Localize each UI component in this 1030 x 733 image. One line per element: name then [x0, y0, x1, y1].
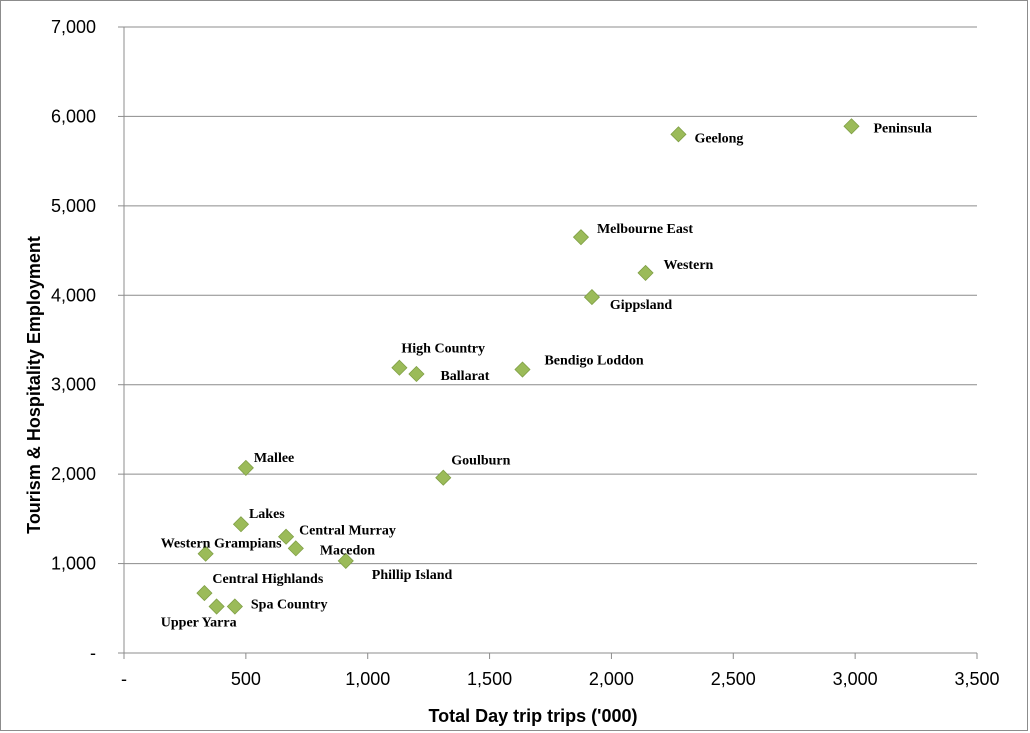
- point-labels: Peninsula Geelong Melbourne East Western Gip…: [161, 121, 932, 630]
- data-point-label: Mallee: [254, 451, 294, 466]
- data-point-marker: [237, 459, 254, 476]
- data-point-marker: [670, 126, 687, 143]
- y-tick-label: 2,000: [51, 464, 96, 484]
- data-point-marker: [337, 552, 354, 569]
- data-point-label: Melbourne East: [597, 222, 693, 237]
- data-points: [196, 118, 860, 615]
- data-point-marker: [514, 361, 531, 378]
- data-point-label: Western: [664, 258, 714, 273]
- data-point-label: Spa Country: [251, 597, 328, 612]
- y-tick-label: 3,000: [51, 375, 96, 395]
- data-point-label: Macedon: [320, 543, 375, 558]
- grid-lines: [124, 26, 977, 565]
- data-point-label: Gippsland: [610, 298, 672, 313]
- data-point-label: Upper Yarra: [161, 615, 237, 630]
- data-point-label: Central Highlands: [212, 572, 323, 587]
- x-tick-label: 500: [231, 669, 261, 689]
- data-point-label: Peninsula: [873, 121, 931, 136]
- y-tick-labels: - 1,000 2,000 3,000 4,000 5,000 6,000 7,000: [51, 17, 96, 663]
- x-tick-label: 1,500: [467, 669, 512, 689]
- data-point-label: Ballarat: [440, 369, 489, 384]
- data-point-marker: [208, 598, 225, 615]
- data-point-marker: [572, 229, 590, 246]
- y-tick-label: 1,000: [51, 554, 96, 574]
- y-axis-title: Tourism & Hospitality Employment: [24, 236, 44, 534]
- x-tick-label: 2,500: [711, 669, 756, 689]
- x-tick-label: 3,000: [833, 669, 878, 689]
- data-point-marker: [637, 264, 654, 281]
- data-point-label: Geelong: [694, 131, 743, 146]
- data-point-marker: [583, 289, 600, 306]
- x-tick-label: 2,000: [589, 669, 634, 689]
- data-point-marker: [843, 118, 860, 135]
- data-point-label: Phillip Island: [372, 568, 453, 583]
- data-point-label: Lakes: [249, 507, 285, 522]
- y-tick-label: 4,000: [51, 285, 96, 305]
- data-point-marker: [232, 516, 250, 533]
- data-point-marker: [278, 528, 295, 545]
- y-tick-label: 5,000: [51, 196, 96, 216]
- data-point-label: Western Grampians: [161, 537, 282, 552]
- data-point-label: High Country: [401, 342, 485, 357]
- x-tick-label: 3,500: [954, 669, 999, 689]
- data-point-label: Goulburn: [451, 454, 510, 469]
- data-point-marker: [391, 359, 408, 376]
- y-tick-label: -: [90, 643, 96, 663]
- data-point-marker: [435, 469, 452, 486]
- tick-marks: [118, 26, 978, 659]
- data-point-marker: [197, 545, 214, 562]
- x-tick-label: -: [121, 669, 127, 689]
- y-tick-label: 6,000: [51, 106, 96, 126]
- data-point-marker: [408, 365, 425, 383]
- data-point-marker: [287, 540, 304, 557]
- data-point-marker: [226, 598, 243, 615]
- data-point-marker: [196, 585, 213, 602]
- x-axis-title: Total Day trip trips ('000): [429, 706, 638, 726]
- x-tick-labels: - 500 1,000 1,500 2,000 2,500 3,000 3,500: [121, 669, 1000, 689]
- y-tick-label: 7,000: [51, 17, 96, 37]
- x-tick-label: 1,000: [345, 669, 390, 689]
- data-point-label: Central Murray: [299, 524, 396, 539]
- data-point-label: Bendigo Loddon: [544, 354, 643, 369]
